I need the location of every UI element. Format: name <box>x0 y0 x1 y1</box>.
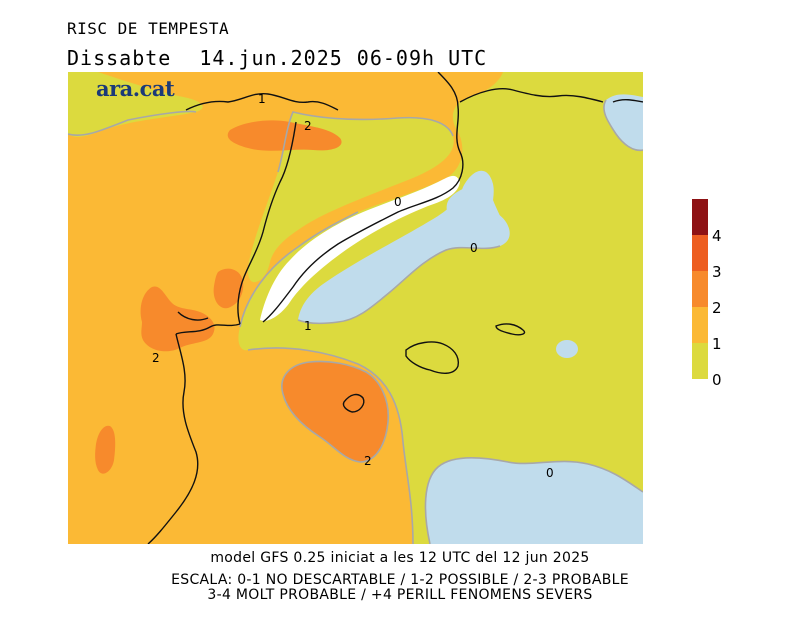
legend-label-3: 3 <box>712 263 722 281</box>
risk-area-0-sea-south <box>425 457 643 544</box>
contour-label-4: 0 <box>470 241 478 255</box>
contour-label-7: 2 <box>364 454 372 468</box>
risk-area-2-3-southwest <box>95 425 116 474</box>
color-scale-legend <box>692 199 708 379</box>
risk-area-2-3-pyrenees <box>227 120 342 151</box>
risk-area-2-3-central <box>213 268 244 309</box>
coast-lines <box>147 72 643 544</box>
legend-swatch-4 <box>692 199 708 235</box>
forecast-day: Dissabte <box>67 46 172 70</box>
risk-area-0-1-upper <box>248 112 454 283</box>
contour-label-3: 0 <box>394 195 402 209</box>
risk-area-2-3-west <box>140 286 215 352</box>
legend-label-0: 0 <box>712 371 722 389</box>
forecast-time-range: 06-09h UTC <box>356 46 488 70</box>
risk-area-0-1 <box>238 72 643 544</box>
map-title: RISC DE TEMPESTA <box>67 19 230 38</box>
border-lines <box>68 99 643 544</box>
forecast-date: 14.jun.2025 <box>199 46 343 70</box>
contour-label-2: 2 <box>304 119 312 133</box>
legend-swatch-0-1 <box>692 343 708 379</box>
legend-label-4: 4 <box>712 227 722 245</box>
risk-area-2-3-south <box>281 361 389 462</box>
legend-swatch-2-3 <box>692 271 708 307</box>
ara-cat-logo: ara.cat <box>96 76 175 101</box>
contour-label-5: 1 <box>304 319 312 333</box>
contour-label-8: 0 <box>546 466 554 480</box>
no-data-area <box>260 175 460 321</box>
storm-risk-map: 1 2 0 0 1 2 2 0 <box>68 72 643 544</box>
legend-label-1: 1 <box>712 335 722 353</box>
legend-label-2: 2 <box>712 299 722 317</box>
legend-swatch-1-2 <box>692 307 708 343</box>
risk-area-0-1-north <box>68 72 203 137</box>
scale-explanation-2: 3-4 MOLT PROBABLE / +4 PERILL FENOMENS S… <box>207 587 593 603</box>
contour-label-6: 2 <box>152 351 160 365</box>
risk-area-0-sea-ne <box>603 94 643 151</box>
model-info: model GFS 0.25 iniciat a les 12 UTC del … <box>210 550 590 566</box>
risk-area-0-sea-east <box>446 186 502 239</box>
forecast-date-line: Dissabte 14.jun.2025 06-09h UTC <box>67 46 515 70</box>
contour-label-1: 1 <box>258 92 266 106</box>
legend-swatch-3-4 <box>692 235 708 271</box>
risk-area-0-spot-small <box>556 340 578 358</box>
scale-explanation-1: ESCALA: 0-1 NO DESCARTABLE / 1-2 POSSIBL… <box>171 572 629 588</box>
